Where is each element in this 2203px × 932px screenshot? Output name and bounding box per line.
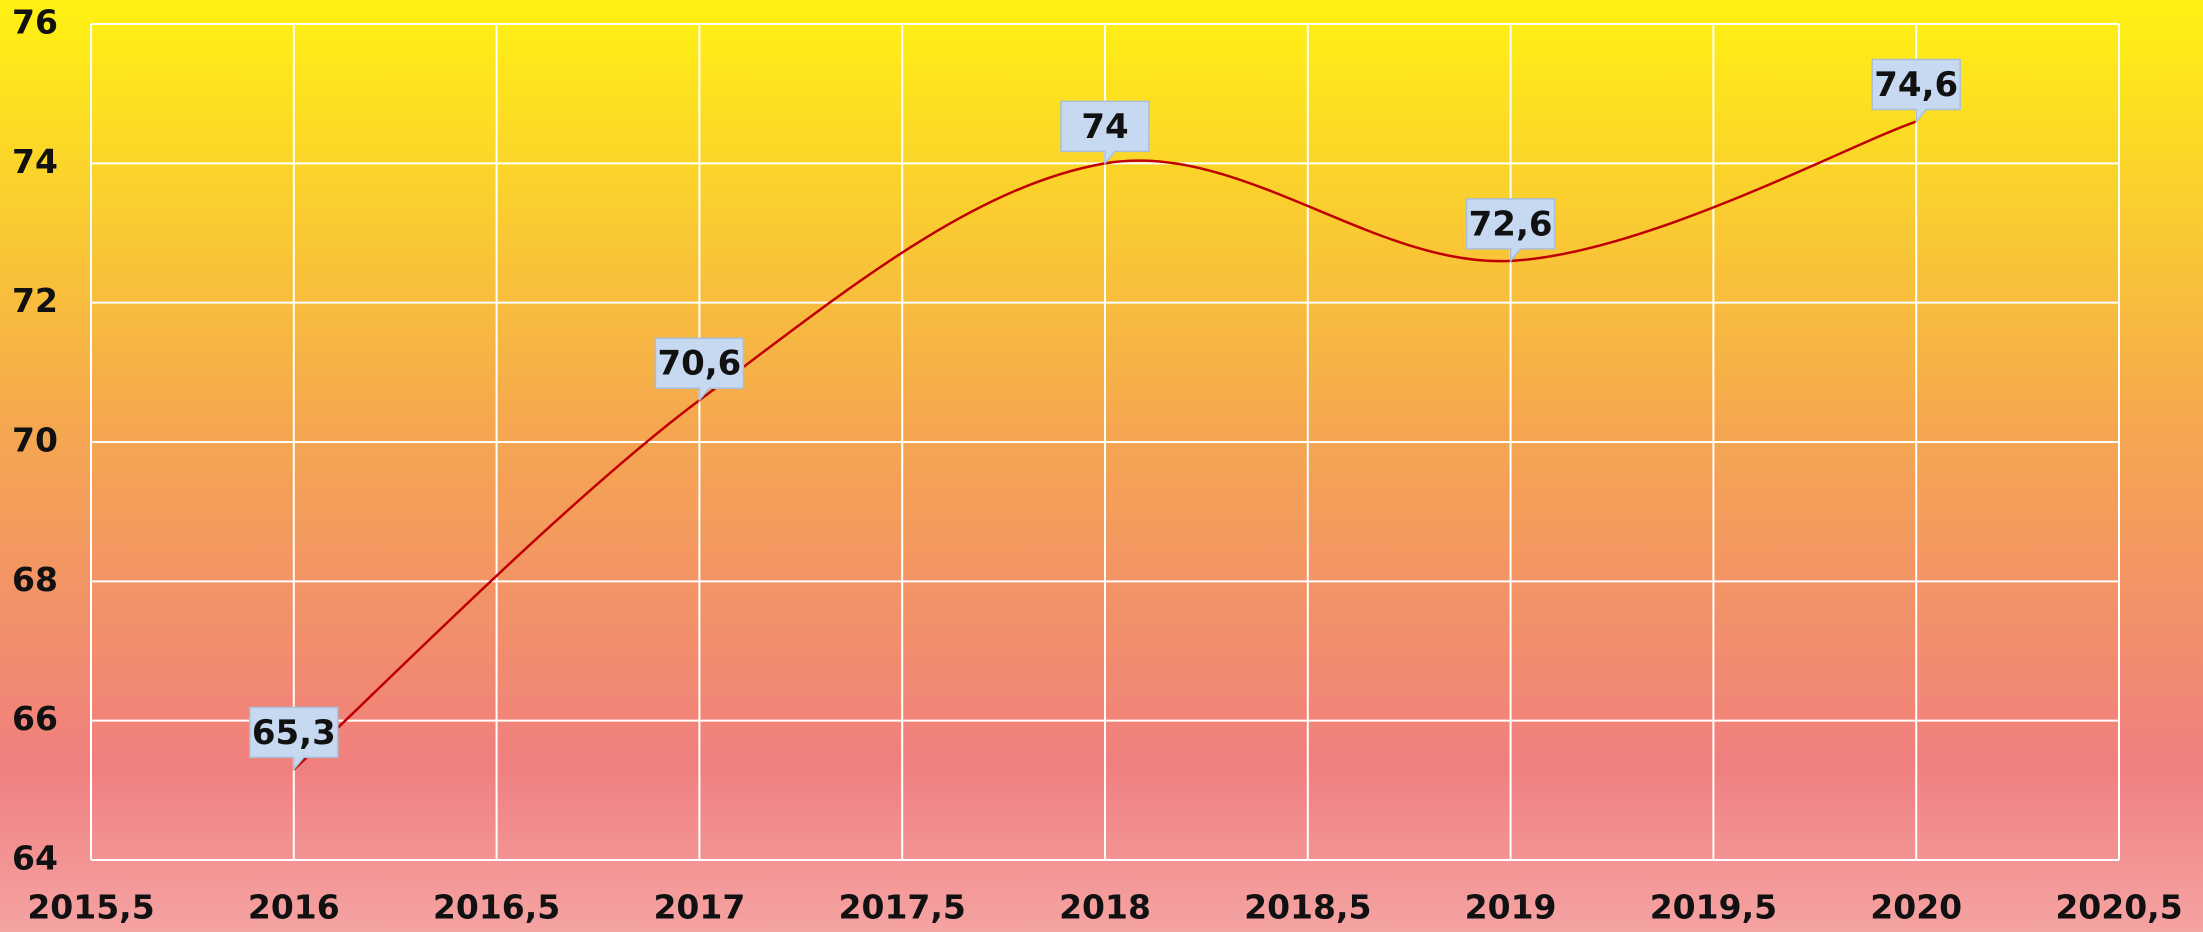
x-tick-label: 2019,5	[1650, 888, 1777, 927]
y-tick-label: 70	[12, 421, 58, 460]
data-label: 74,6	[1874, 65, 1958, 105]
x-tick-label: 2016,5	[433, 888, 560, 927]
x-tick-label: 2018	[1059, 888, 1151, 927]
data-label: 65,3	[252, 713, 336, 753]
data-line	[292, 120, 1917, 771]
y-tick-label: 64	[12, 839, 58, 878]
data-label: 74	[1081, 107, 1128, 147]
y-tick-label: 66	[12, 699, 58, 738]
x-tick-label: 2015,5	[27, 888, 154, 927]
y-tick-label: 76	[12, 3, 58, 42]
y-tick-label: 74	[12, 142, 58, 181]
data-label-box	[654, 337, 745, 403]
x-tick-label: 2019	[1465, 888, 1557, 927]
data-label-box	[1871, 58, 1961, 124]
data-label-box	[249, 706, 339, 772]
data-label-box	[1465, 198, 1556, 263]
data-label: 70,6	[657, 344, 741, 384]
y-tick-label: 72	[12, 281, 58, 320]
x-tick-label: 2016	[248, 888, 340, 927]
data-label-box	[1060, 100, 1150, 166]
y-tick-label: 68	[12, 560, 58, 599]
x-tick-label: 2020,5	[2055, 888, 2182, 927]
x-tick-label: 2017,5	[839, 888, 966, 927]
data-label: 72,6	[1469, 204, 1553, 244]
x-tick-label: 2017	[653, 888, 745, 927]
x-tick-label: 2018,5	[1244, 888, 1371, 927]
x-tick-label: 2020	[1870, 888, 1962, 927]
